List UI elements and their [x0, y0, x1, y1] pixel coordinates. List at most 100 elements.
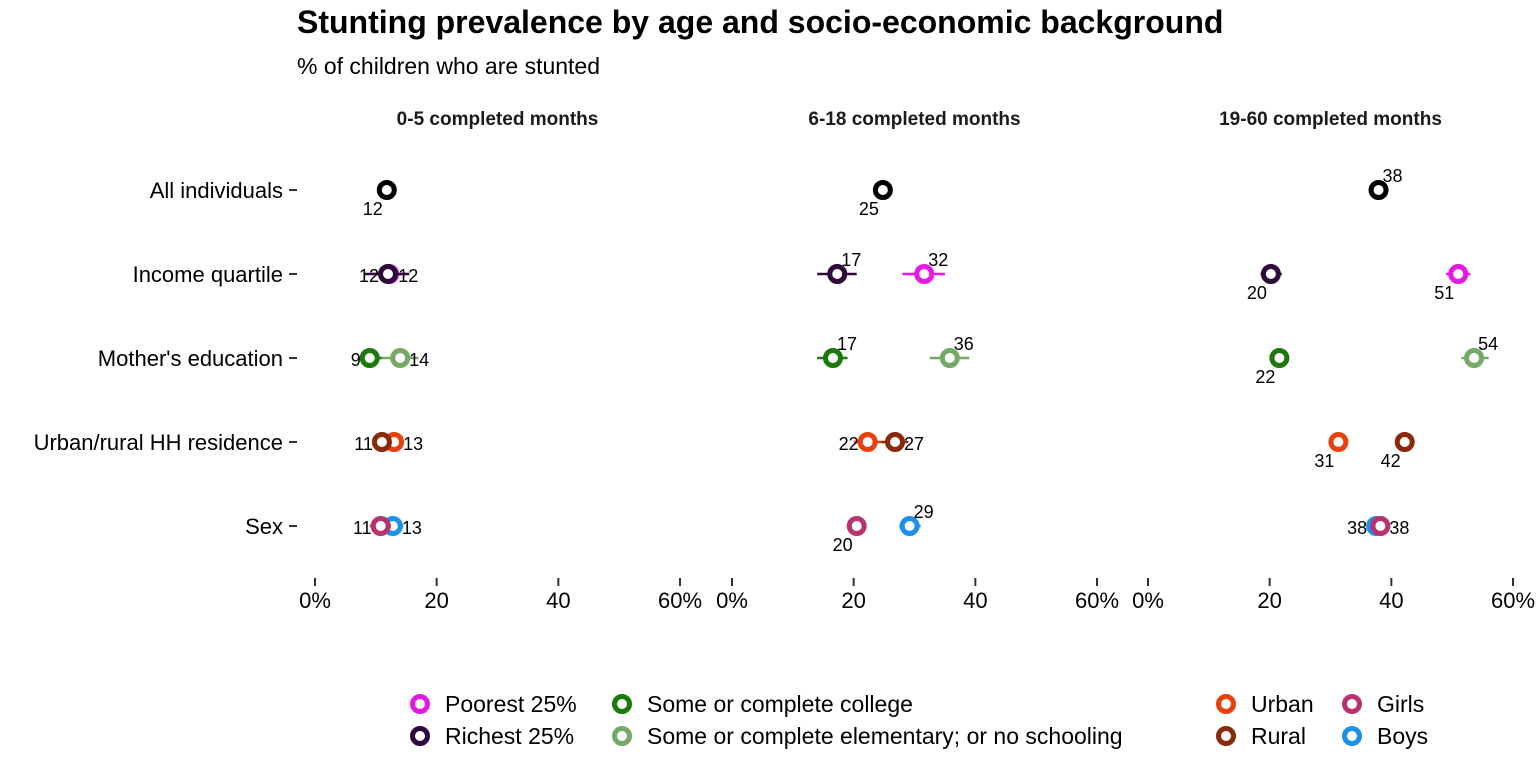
point-all-individuals [872, 180, 893, 200]
data-label-some-or-complete-college: 9 [351, 350, 361, 370]
point-richest-25 [827, 264, 848, 284]
data-label-rural: 11 [354, 434, 373, 454]
legend-label: Rural [1251, 723, 1306, 749]
data-label-some-or-complete-college: 22 [1255, 367, 1275, 387]
point-poorest-25 [914, 264, 935, 284]
legend-item-poorest-25: Poorest 25% [410, 691, 577, 717]
data-label-urban: 13 [403, 434, 423, 454]
legend-item-urban: Urban [1216, 691, 1314, 717]
chart-title: Stunting prevalence by age and socio-eco… [297, 4, 1223, 40]
data-label-rural: 42 [1381, 451, 1401, 471]
point-boys [899, 516, 920, 536]
data-label-boys: 38 [1347, 518, 1367, 538]
data-label-all-individuals: 38 [1383, 166, 1403, 186]
chart-subtitle: % of children who are stunted [297, 53, 600, 79]
data-label-girls: 38 [1389, 518, 1409, 538]
data-label-richest-25: 12 [359, 266, 379, 286]
point-some-or-complete-college [822, 348, 843, 368]
facet-6-18-completed-months: 6-18 completed months 0% 20 40 60% 25 32 17 17 36… [716, 109, 1119, 613]
legend-item-boys: Boys [1342, 723, 1428, 749]
point-girls [370, 516, 391, 536]
facet-panels: 0-5 completed months 0% 20 40 60% 12 12 12 9 14 13… [299, 109, 1535, 613]
x-tick-label: 0% [716, 588, 748, 613]
point-poorest-25 [1448, 264, 1469, 284]
legend-label: Richest 25% [445, 723, 574, 749]
point-rural [1394, 432, 1415, 452]
data-label-richest-25: 20 [1247, 283, 1267, 303]
data-label-all-individuals: 12 [363, 199, 383, 219]
legend-label: Poorest 25% [445, 691, 577, 717]
facet-label: 6-18 completed months [808, 109, 1020, 130]
x-tick-label: 60% [1075, 588, 1119, 613]
legend-swatch [1342, 726, 1362, 746]
data-label-some-or-complete-elementary-or-no-schooling: 54 [1478, 334, 1498, 354]
row-label-sex: Sex [245, 514, 283, 539]
data-label-poorest-25: 12 [398, 266, 418, 286]
legend-swatch [1216, 694, 1236, 714]
legend-item-rural: Rural [1216, 723, 1306, 749]
point-richest-25 [378, 264, 398, 284]
data-label-poorest-25: 51 [1434, 283, 1454, 303]
point-rural [885, 432, 906, 452]
legend-swatch [410, 726, 430, 746]
legend-label: Urban [1251, 691, 1314, 717]
data-label-some-or-complete-elementary-or-no-schooling: 14 [409, 350, 429, 370]
row-label-all-individuals: All individuals [150, 178, 283, 203]
data-label-all-individuals: 25 [859, 199, 879, 219]
data-label-some-or-complete-college: 17 [837, 334, 857, 354]
facet-label: 0-5 completed months [397, 109, 599, 130]
row-label-income-quartile: Income quartile [133, 262, 283, 287]
point-richest-25 [1260, 264, 1281, 284]
point-urban [1328, 432, 1349, 452]
legend-swatch [1342, 694, 1362, 714]
point-some-or-complete-elementary-or-no-schooling [390, 348, 411, 368]
x-tick-label: 20 [1257, 588, 1281, 613]
x-tick-label: 0% [1132, 588, 1164, 613]
point-girls [1370, 516, 1391, 536]
point-some-or-complete-college [1269, 348, 1290, 368]
x-tick-label: 20 [424, 588, 448, 613]
data-label-boys: 29 [914, 502, 934, 522]
data-label-girls: 11 [353, 518, 372, 538]
row-labels: All individuals Income quartile Mother's e… [34, 178, 297, 539]
legend-label: Some or complete elementary; or no schoo… [647, 723, 1123, 749]
point-all-individuals [376, 180, 397, 200]
data-label-girls: 20 [833, 535, 853, 555]
data-label-some-or-complete-elementary-or-no-schooling: 36 [954, 334, 974, 354]
x-tick-label: 60% [1491, 588, 1535, 613]
point-rural [371, 432, 392, 452]
data-label-rural: 27 [904, 434, 924, 454]
facet-0-5-completed-months: 0-5 completed months 0% 20 40 60% 12 12 12 9 14 13… [299, 109, 702, 613]
x-tick-label: 20 [841, 588, 865, 613]
row-label-urban-rural-hh-residence: Urban/rural HH residence [34, 430, 283, 455]
legend-item-some-or-complete-elementary-or-no-schooling: Some or complete elementary; or no schoo… [612, 723, 1123, 749]
data-label-poorest-25: 32 [928, 250, 948, 270]
x-tick-label: 40 [1379, 588, 1403, 613]
row-label-mother-s-education: Mother's education [98, 346, 283, 371]
legend-item-richest-25: Richest 25% [410, 723, 574, 749]
data-label-urban: 31 [1314, 451, 1334, 471]
data-label-boys: 13 [402, 518, 422, 538]
legend-item-girls: Girls [1342, 691, 1424, 717]
point-some-or-complete-college [359, 348, 380, 368]
facet-19-60-completed-months: 19-60 completed months 0% 20 40 60% 38 51 20 22 5… [1132, 109, 1535, 613]
legend-swatch [612, 726, 632, 746]
data-label-richest-25: 17 [841, 250, 861, 270]
legend-item-some-or-complete-college: Some or complete college [612, 691, 913, 717]
point-all-individuals [1368, 180, 1389, 200]
legend-swatch [410, 694, 430, 714]
x-tick-label: 0% [299, 588, 331, 613]
legend-label: Some or complete college [647, 691, 913, 717]
facet-label: 19-60 completed months [1219, 109, 1442, 130]
x-tick-label: 40 [963, 588, 987, 613]
legend-swatch [612, 694, 632, 714]
point-urban [857, 432, 878, 452]
data-label-urban: 22 [839, 434, 859, 454]
legend: Poorest 25% Richest 25% Some or complete c… [410, 691, 1428, 749]
point-some-or-complete-elementary-or-no-schooling [939, 348, 960, 368]
point-girls [846, 516, 867, 536]
point-some-or-complete-elementary-or-no-schooling [1464, 348, 1485, 368]
x-tick-label: 40 [546, 588, 570, 613]
legend-swatch [1216, 726, 1236, 746]
